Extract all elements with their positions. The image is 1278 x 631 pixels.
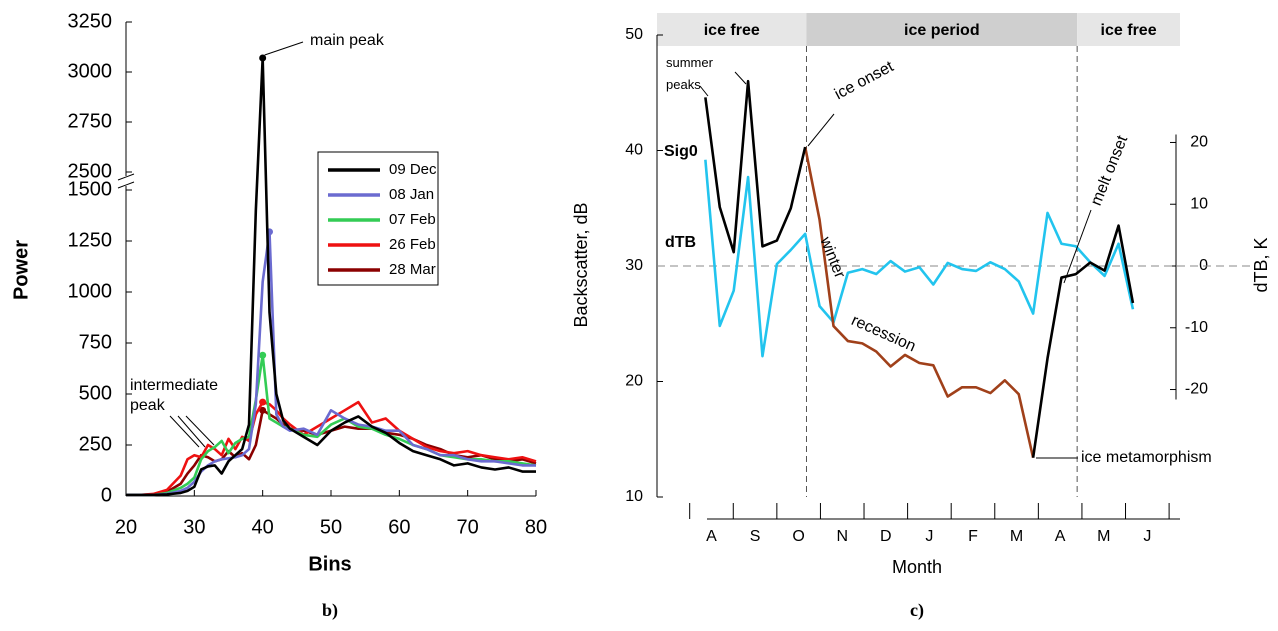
- annotation: main peak: [310, 32, 385, 49]
- caption: b): [322, 600, 338, 621]
- series-line: [126, 400, 537, 497]
- x-tick-label: 40: [252, 516, 274, 538]
- y-tick-label: 1250: [68, 229, 113, 251]
- x-tick-label: A: [1055, 528, 1066, 545]
- x-tick-label: 80: [525, 516, 547, 538]
- x-tick-label: 30: [183, 516, 205, 538]
- y-tick-label: 500: [79, 382, 112, 404]
- legend-label: 09 Dec: [389, 161, 437, 178]
- legend-label: 07 Feb: [389, 211, 436, 228]
- period-label: ice period: [904, 22, 980, 39]
- leader-line: [807, 113, 835, 147]
- y-tick-label: 3250: [68, 10, 113, 32]
- leader-line: [177, 415, 206, 448]
- axis-break: [117, 173, 135, 181]
- peak-marker: [259, 406, 267, 414]
- series-line: [126, 56, 536, 497]
- x-tick-label: M: [1097, 528, 1110, 545]
- series-line: [803, 146, 1035, 459]
- y-tick-label: 0: [101, 484, 112, 506]
- y2-tick-label: -10: [1185, 319, 1208, 336]
- period-band: [806, 13, 1078, 46]
- leader-line: [185, 415, 215, 446]
- peak-marker: [259, 54, 267, 62]
- period-band: [657, 13, 807, 46]
- annotation: recession: [849, 312, 918, 355]
- annotation: winter: [816, 234, 848, 281]
- x-tick-label: J: [925, 528, 933, 545]
- y-tick-label: 750: [79, 331, 112, 353]
- annotation: summer peaks: [666, 55, 714, 92]
- y-tick-label: 30: [625, 257, 643, 274]
- x-tick-label: J: [1143, 528, 1151, 545]
- peak-marker: [259, 398, 267, 406]
- annotation: ice metamorphism: [1081, 449, 1212, 466]
- series-line: [704, 79, 1135, 458]
- y2-tick-label: -20: [1185, 381, 1208, 398]
- y-tick-label: 1500: [68, 178, 113, 200]
- x-axis-label: Bins: [308, 553, 351, 575]
- y2-tick-label: 20: [1190, 134, 1208, 151]
- x-tick-label: N: [836, 528, 848, 545]
- series-line: [704, 159, 1135, 358]
- y-tick-label: 250: [79, 433, 112, 455]
- period-band: [1077, 13, 1180, 46]
- annotation: ice onset: [832, 58, 897, 103]
- x-tick-label: 50: [320, 516, 342, 538]
- peak-marker: [259, 351, 267, 359]
- leader-line: [734, 71, 747, 85]
- leader-line: [264, 41, 304, 56]
- x-tick-label: F: [968, 528, 978, 545]
- y-tick-label: 10: [625, 488, 643, 505]
- y-tick-label: 40: [625, 142, 643, 159]
- annotation: melt onset: [1088, 133, 1132, 208]
- x-tick-label: 60: [388, 516, 410, 538]
- x-tick-label: D: [880, 528, 892, 545]
- x-tick-label: M: [1010, 528, 1023, 545]
- caption: c): [910, 600, 924, 621]
- x-tick-label: 20: [115, 516, 137, 538]
- period-label: ice free: [704, 22, 760, 39]
- x-tick-label: O: [792, 528, 804, 545]
- y-tick-label: 1000: [68, 280, 113, 302]
- y-tick-label: 3000: [68, 60, 113, 82]
- y-tick-label: 2500: [68, 160, 113, 182]
- y2-tick-label: 10: [1190, 195, 1208, 212]
- series-label: dTB: [665, 234, 696, 251]
- leader-line: [699, 85, 709, 97]
- axis-break: [117, 181, 135, 189]
- x-tick-label: S: [750, 528, 761, 545]
- legend-label: 26 Feb: [389, 236, 436, 253]
- leader-line: [1063, 209, 1092, 284]
- series-label: Sig0: [664, 143, 698, 160]
- x-tick-label: A: [706, 528, 717, 545]
- y-tick-label: 50: [625, 26, 643, 43]
- leader-line: [169, 415, 200, 448]
- y-tick-label: 2750: [68, 110, 113, 132]
- x-axis-label: Month: [892, 557, 942, 577]
- period-label: ice free: [1101, 22, 1157, 39]
- legend-label: 28 Mar: [389, 261, 436, 278]
- y-tick-label: 20: [625, 373, 643, 390]
- y-axis-label: Power: [10, 240, 32, 300]
- y2-axis-label: dTB, K: [1251, 237, 1271, 292]
- annotation: intermediate peak: [130, 377, 218, 414]
- y-axis-label: Backscatter, dB: [571, 202, 591, 327]
- legend-label: 08 Jan: [389, 186, 434, 203]
- x-tick-label: 70: [457, 516, 479, 538]
